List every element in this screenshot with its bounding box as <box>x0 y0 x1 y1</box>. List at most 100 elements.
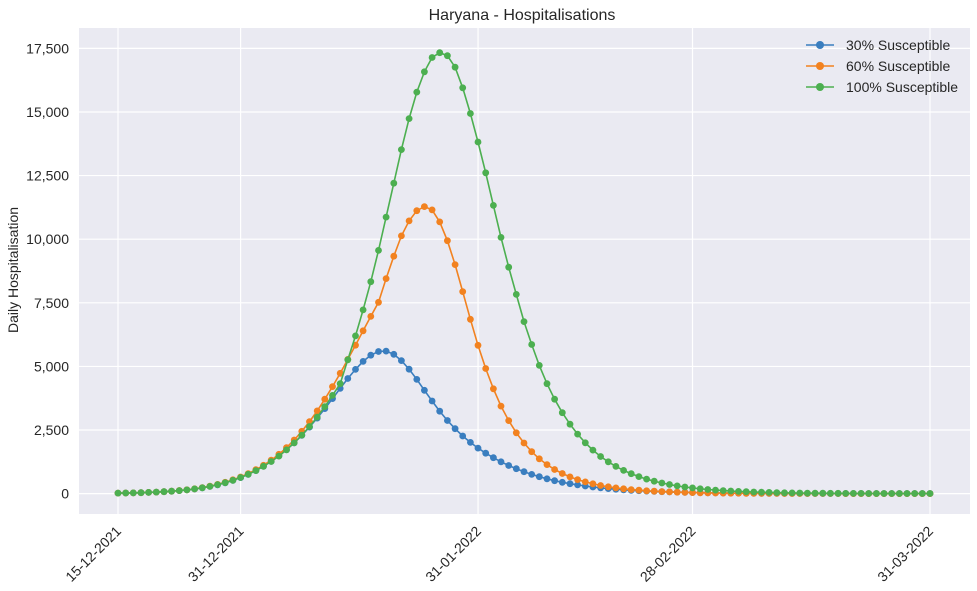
data-point <box>681 483 689 491</box>
data-point <box>168 487 176 495</box>
x-axis-ticks: 15-12-2021 31-12-2021 31-01-2022 28-02-2022… <box>62 523 936 585</box>
data-point <box>413 207 421 215</box>
data-point <box>574 476 581 483</box>
data-point <box>742 488 750 496</box>
data-point <box>781 489 788 497</box>
data-point <box>551 477 558 485</box>
plot-area <box>79 28 970 514</box>
data-point <box>474 444 482 452</box>
data-point <box>382 347 390 355</box>
data-point <box>528 471 536 478</box>
legend-label: 30% Susceptible <box>846 37 951 53</box>
data-point <box>329 383 336 390</box>
data-point <box>313 413 321 421</box>
data-point <box>352 366 359 373</box>
data-point <box>918 490 926 497</box>
data-point <box>558 470 566 477</box>
data-point <box>512 429 520 437</box>
data-point <box>627 486 635 493</box>
data-point <box>666 481 673 488</box>
data-point <box>436 49 444 57</box>
data-point <box>390 350 398 358</box>
data-point <box>237 474 245 481</box>
data-point <box>505 417 513 424</box>
data-point <box>689 489 696 496</box>
data-point <box>566 473 574 481</box>
data-point <box>505 263 513 271</box>
data-point <box>551 395 558 403</box>
data-point <box>650 477 658 485</box>
data-point <box>467 439 474 446</box>
data-point <box>512 291 520 298</box>
data-point <box>482 365 490 372</box>
data-point <box>382 275 390 282</box>
data-point <box>421 386 428 394</box>
data-point <box>620 485 627 493</box>
data-point <box>788 489 796 497</box>
data-point <box>214 481 222 489</box>
legend-marker <box>816 41 824 49</box>
data-point <box>359 327 367 335</box>
data-point <box>804 489 811 497</box>
data-point <box>558 409 566 417</box>
data-point <box>926 490 934 497</box>
data-point <box>689 484 696 492</box>
y-axis-label: Daily Hospitalisation <box>5 207 21 333</box>
data-point <box>306 423 313 430</box>
data-point <box>535 362 543 369</box>
data-point <box>283 446 290 454</box>
y-tick-label: 17,500 <box>26 40 69 56</box>
y-tick-label: 10,000 <box>26 231 69 247</box>
x-tick-label: 31-01-2022 <box>422 523 484 585</box>
data-point <box>398 357 405 364</box>
data-point <box>704 486 712 493</box>
data-point <box>451 425 459 433</box>
data-point <box>444 417 451 424</box>
data-point <box>635 486 643 494</box>
data-point <box>428 397 436 405</box>
data-point <box>558 478 566 486</box>
x-tick-label: 28-02-2022 <box>637 523 699 585</box>
data-point <box>191 485 199 493</box>
data-point <box>459 288 467 295</box>
data-point <box>474 138 482 146</box>
data-point <box>336 380 344 388</box>
data-point <box>221 479 229 487</box>
data-point <box>597 482 604 489</box>
data-point <box>137 489 145 497</box>
data-point <box>566 480 574 488</box>
data-point <box>543 461 551 468</box>
data-point <box>428 54 436 61</box>
data-point <box>145 489 153 496</box>
data-point <box>321 403 329 410</box>
data-point <box>719 487 727 494</box>
data-point <box>390 252 398 260</box>
legend-item: 60% Susceptible <box>806 58 951 74</box>
data-point <box>543 475 551 483</box>
data-point <box>581 478 589 486</box>
legend-marker <box>816 83 824 91</box>
data-point <box>459 84 467 92</box>
x-tick-label: 15-12-2021 <box>62 523 124 585</box>
data-point <box>244 470 252 478</box>
data-point <box>474 341 482 349</box>
data-point <box>344 356 352 364</box>
y-axis-ticks: 0 2,500 5,000 7,500 10,000 12,500 15,000 17,500 <box>26 40 69 501</box>
data-point <box>604 458 612 466</box>
data-point <box>497 458 505 466</box>
data-point <box>421 203 428 211</box>
legend-marker <box>816 62 824 70</box>
data-point <box>375 298 382 306</box>
data-point <box>520 468 528 476</box>
data-point <box>712 486 719 494</box>
data-point <box>643 475 650 483</box>
data-point <box>750 488 758 496</box>
data-point <box>597 453 604 460</box>
legend: 30% Susceptible 60% Susceptible 100% Susce… <box>806 37 958 95</box>
grid-lines <box>79 28 970 514</box>
data-point <box>758 488 765 496</box>
data-point <box>252 467 260 474</box>
data-point <box>888 490 896 497</box>
data-point <box>643 487 650 495</box>
data-point <box>796 489 804 497</box>
